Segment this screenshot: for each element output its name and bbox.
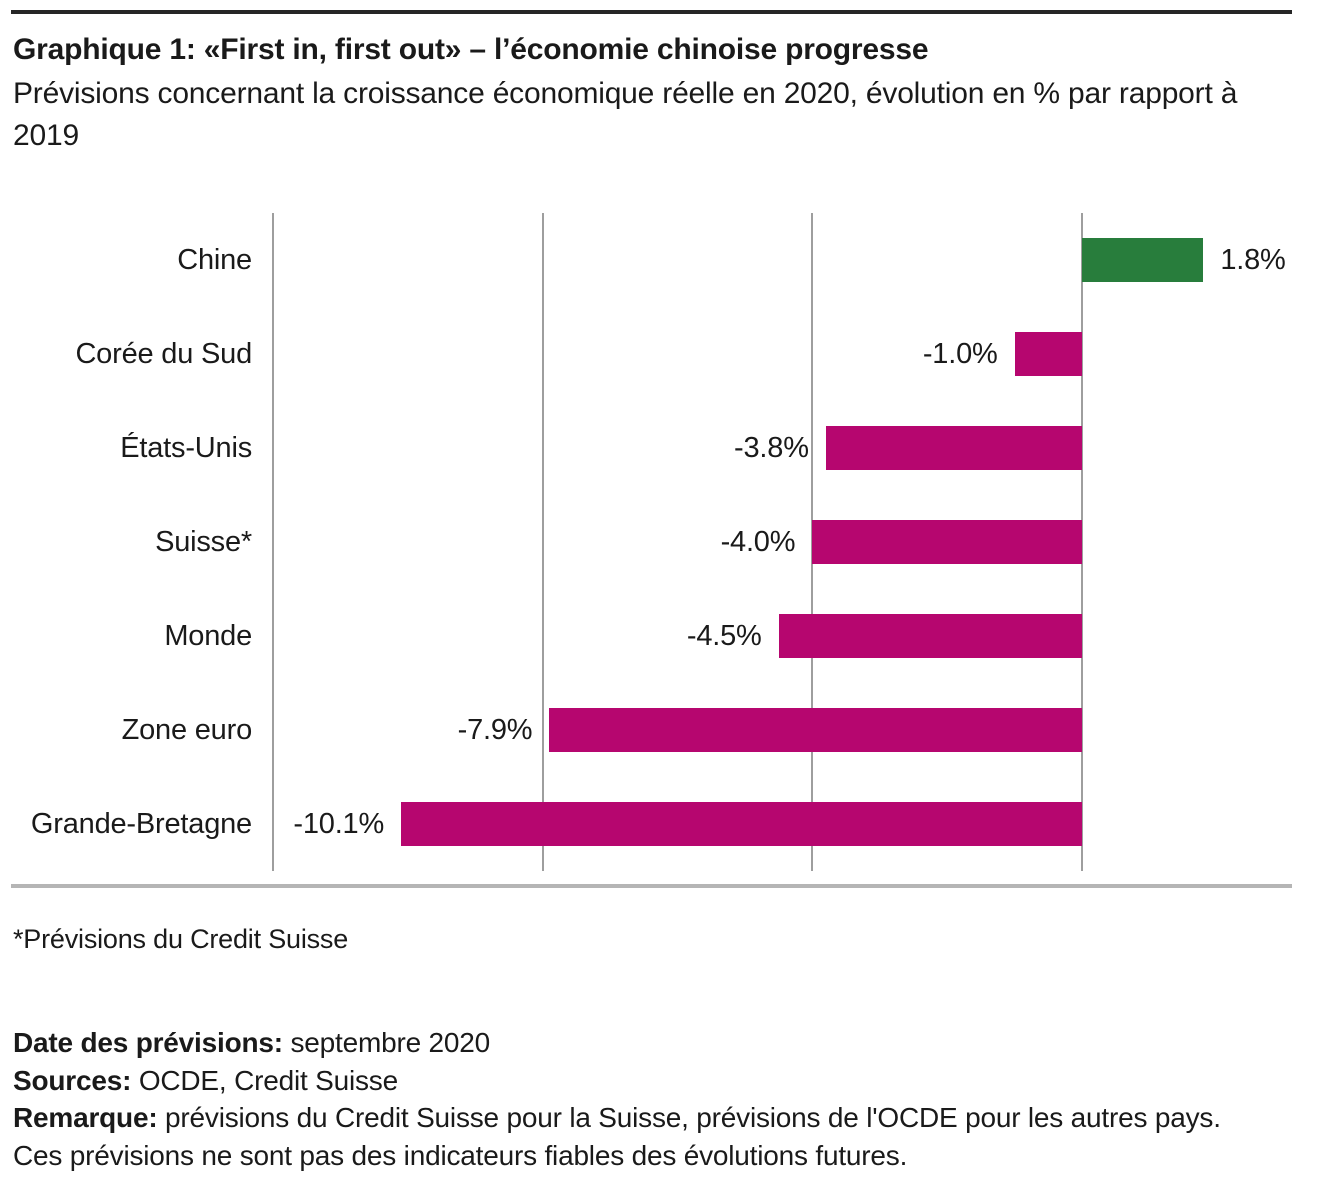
bar-suisse — [812, 520, 1082, 564]
bar-zone-euro — [549, 708, 1082, 752]
value-label-chine: 1.8% — [1220, 244, 1286, 276]
note-text-2: OCDE, Credit Suisse — [131, 1064, 398, 1096]
value-label-suisse: -4.0% — [720, 526, 796, 558]
value-label-zone-euro: -7.9% — [457, 714, 533, 746]
note-line-2: Sources: OCDE, Credit Suisse — [13, 1062, 1323, 1100]
category-label-zone-euro: Zone euro — [121, 713, 253, 746]
bar-coree-du-sud — [1014, 332, 1082, 376]
category-label-chine: Chine — [177, 243, 252, 276]
note-line-4: Ces prévisions ne sont pas des indicateu… — [13, 1137, 1323, 1175]
value-label-monde: -4.5% — [686, 620, 762, 652]
gridline--12pct — [271, 213, 274, 871]
note-label-3: Remarque: — [13, 1102, 158, 1133]
note-text-1: septembre 2020 — [282, 1027, 491, 1058]
note-line-1: Date des prévisions: septembre 2020 — [13, 1024, 1323, 1062]
category-label-etats-unis: États-Unis — [120, 431, 252, 464]
category-label-grande-bretagne: Grande-Bretagne — [30, 807, 252, 840]
value-label-coree-du-sud: -1.0% — [922, 338, 998, 370]
note-label-1: Date des prévisions: — [13, 1027, 283, 1058]
chart-footnote: *Prévisions du Credit Suisse — [13, 924, 349, 954]
x-axis-rule — [11, 884, 1292, 888]
note-text-4: Ces prévisions ne sont pas des indicateu… — [13, 1139, 908, 1171]
category-label-coree-du-sud: Corée du Sud — [75, 337, 252, 370]
category-label-suisse: Suisse* — [155, 525, 252, 558]
gridline-0pct — [1081, 213, 1083, 871]
chart-title: Graphique 1: «First in, first out» – l’é… — [13, 33, 929, 66]
note-text-3: prévisions du Credit Suisse pour la Suis… — [157, 1102, 1221, 1133]
plot-area: Chine 1.8% Corée du Sud -1.0% États-Unis -3.8… — [0, 213, 1337, 871]
chart-subtitle: Prévisions concernant la croissance écon… — [13, 77, 1238, 152]
bar-chine — [1082, 238, 1204, 282]
value-label-etats-unis: -3.8% — [734, 432, 809, 464]
note-label-2: Sources: — [13, 1064, 132, 1096]
category-label-monde: Monde — [164, 619, 252, 652]
source-notes: Date des prévisions: septembre 2020 Sourc… — [13, 1024, 1323, 1174]
bar-grande-bretagne — [401, 802, 1082, 846]
value-label-grande-bretagne: -10.1% — [293, 808, 385, 840]
bar-monde — [778, 614, 1082, 658]
top-divider-rule — [11, 10, 1292, 14]
gridline--8pct — [541, 213, 544, 871]
note-line-3: Remarque: prévisions du Credit Suisse po… — [13, 1099, 1323, 1137]
bar-etats-unis — [825, 426, 1082, 470]
